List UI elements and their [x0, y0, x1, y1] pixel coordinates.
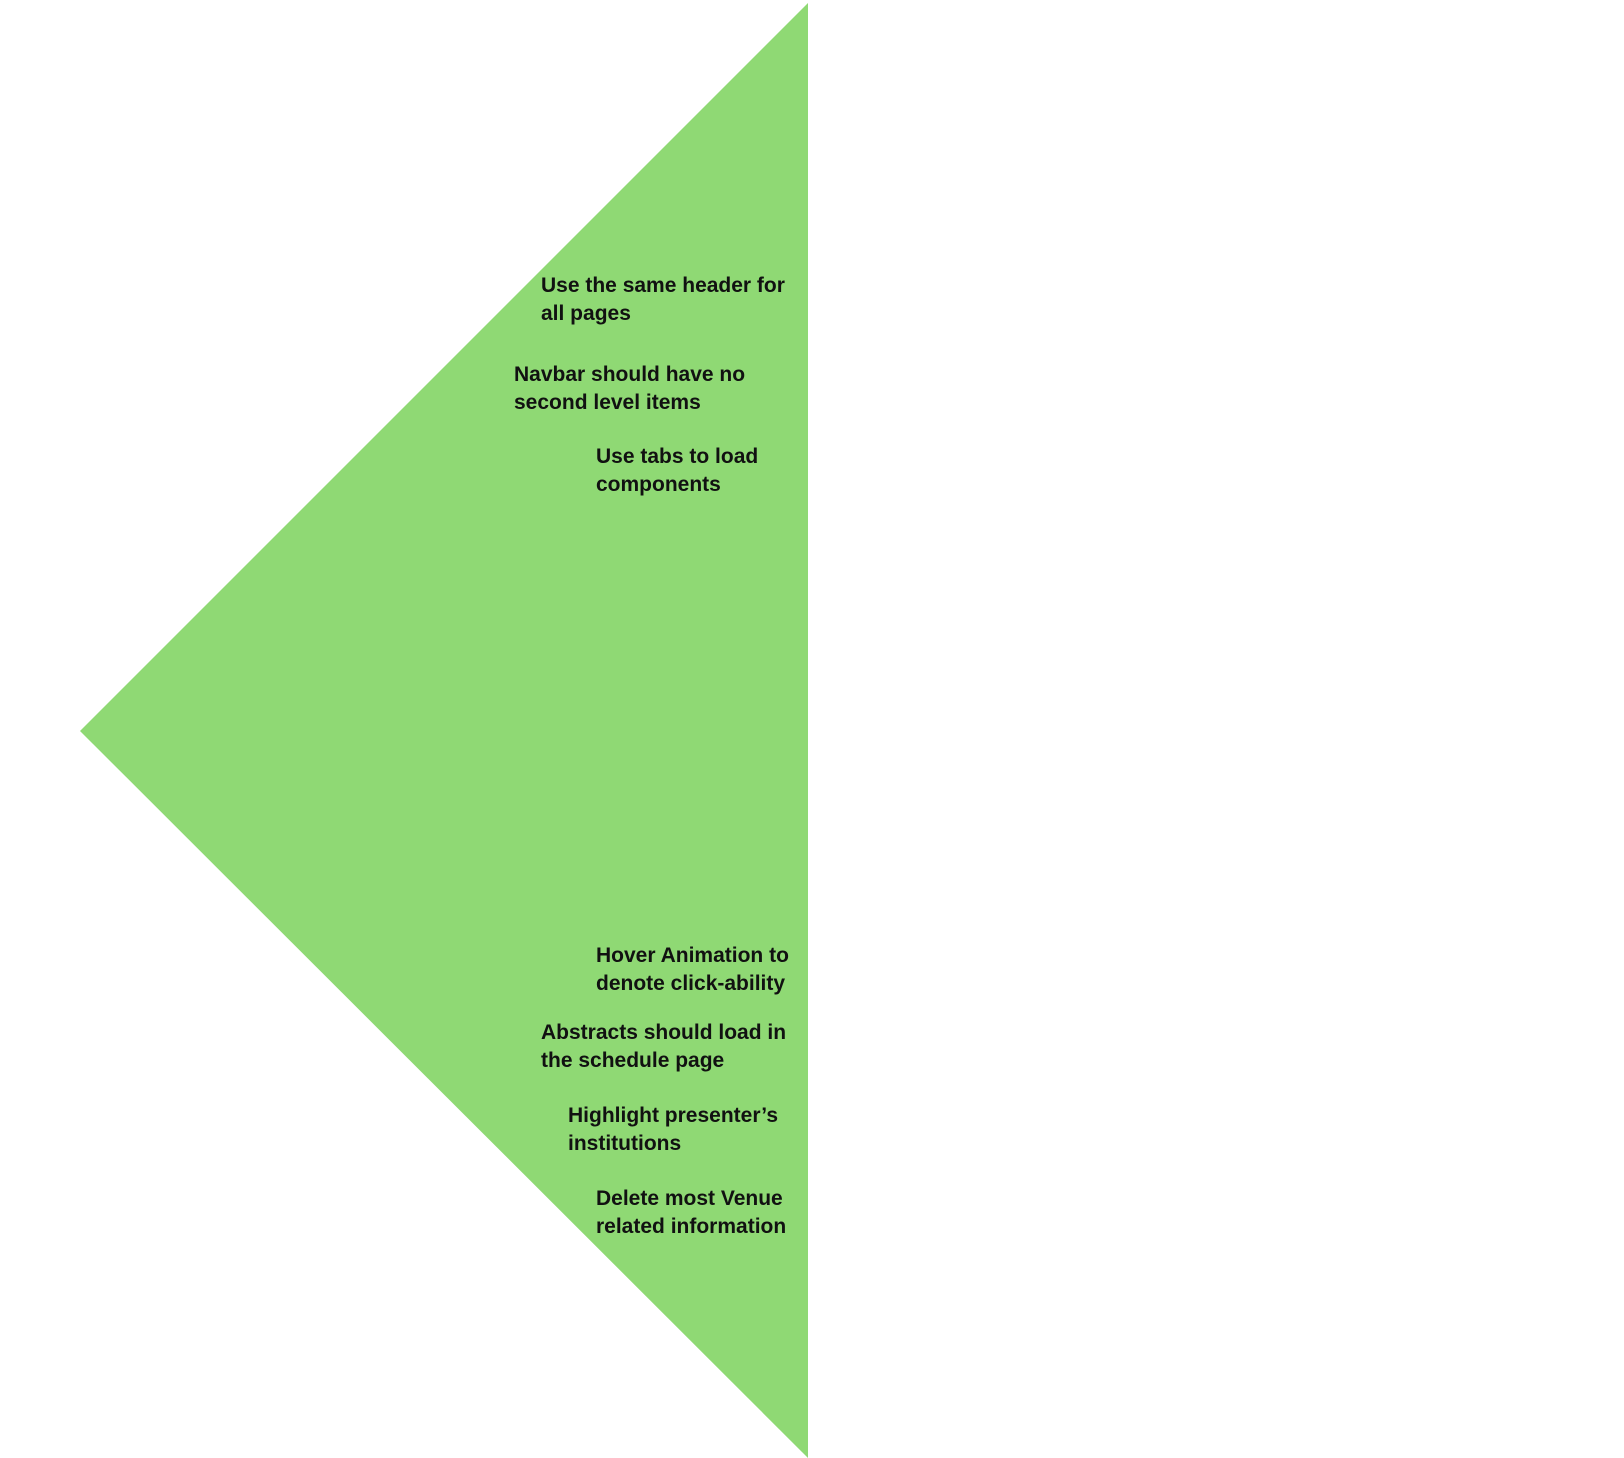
- note-line: related information: [596, 1215, 787, 1238]
- note-line: Abstracts should load in: [541, 1021, 787, 1044]
- note-same-header: Use the same header for all pages: [541, 272, 785, 328]
- note-presenter-institutions: Highlight presenter’s institutions: [568, 1102, 778, 1158]
- note-line: Use the same header for: [541, 274, 785, 297]
- note-line: institutions: [568, 1132, 682, 1155]
- note-line: components: [596, 473, 721, 496]
- triangle-fill: [80, 3, 808, 1458]
- note-line: Use tabs to load: [596, 445, 759, 468]
- note-venue-info: Delete most Venue related information: [596, 1185, 786, 1241]
- note-hover-animation: Hover Animation to denote click-ability: [596, 942, 789, 998]
- note-line: Hover Animation to: [596, 944, 789, 967]
- note-line: all pages: [541, 302, 631, 325]
- note-abstracts-schedule: Abstracts should load in the schedule pa…: [541, 1019, 786, 1075]
- note-line: Highlight presenter’s: [568, 1104, 779, 1127]
- note-line: Delete most Venue: [596, 1187, 783, 1210]
- note-line: denote click-ability: [596, 972, 786, 995]
- note-navbar-levels: Navbar should have no second level items: [514, 361, 745, 417]
- note-line: the schedule page: [541, 1049, 725, 1072]
- note-line: second level items: [514, 391, 701, 414]
- note-tabs-components: Use tabs to load components: [596, 443, 758, 499]
- note-line: Navbar should have no: [514, 363, 746, 386]
